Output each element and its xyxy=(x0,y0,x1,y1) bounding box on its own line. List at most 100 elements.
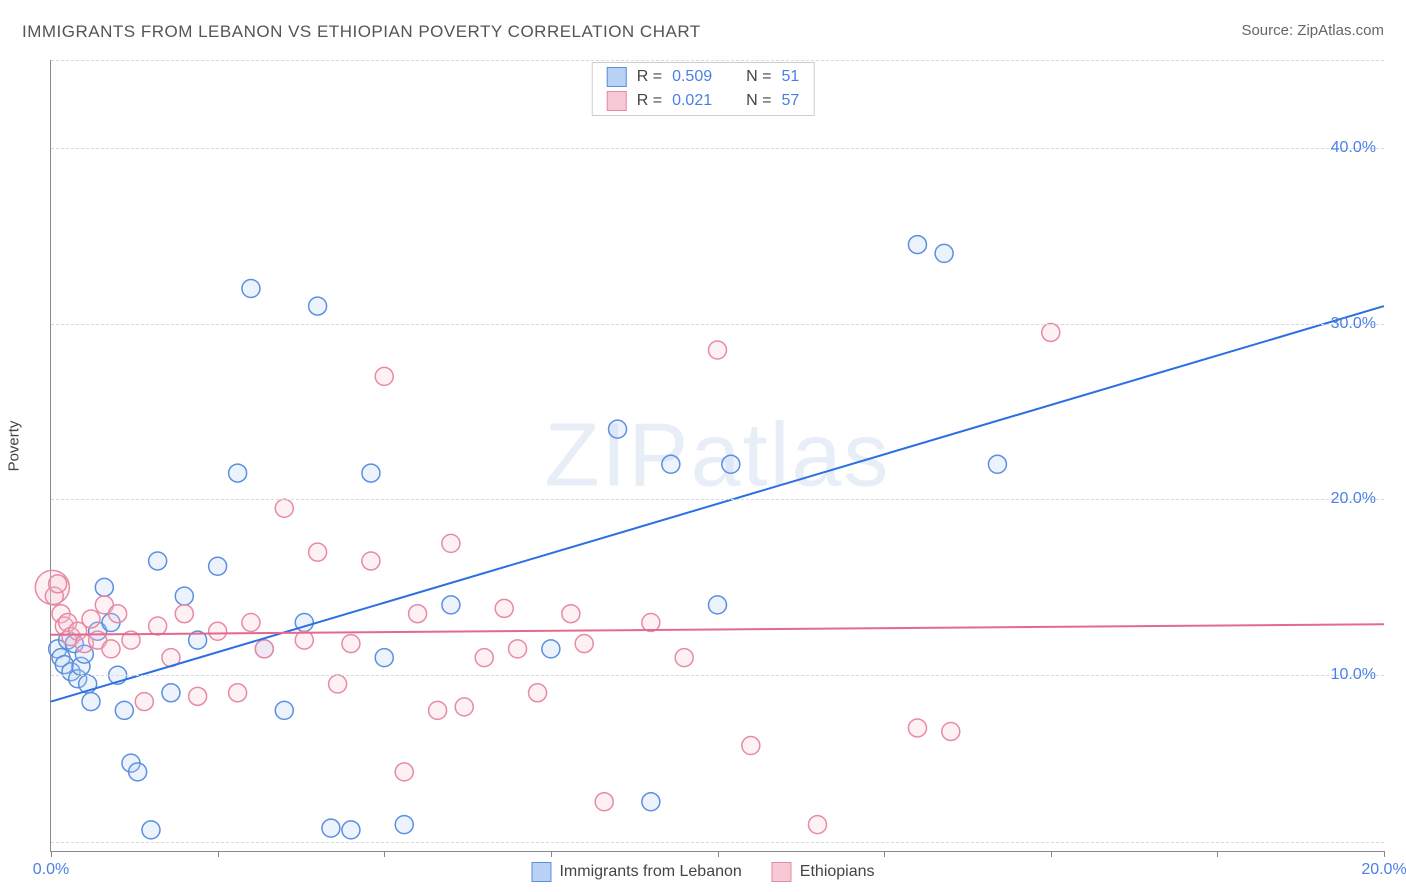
legend-n-value: 57 xyxy=(781,92,799,110)
legend-swatch xyxy=(772,862,792,882)
scatter-point xyxy=(642,613,660,631)
scatter-point xyxy=(362,552,380,570)
gridline xyxy=(51,499,1384,500)
scatter-point xyxy=(175,605,193,623)
trend-line xyxy=(51,306,1384,702)
scatter-point xyxy=(242,280,260,298)
legend-swatch xyxy=(531,862,551,882)
correlation-legend: R = 0.509N = 51R = 0.021N = 57 xyxy=(592,62,815,116)
scatter-point xyxy=(595,793,613,811)
legend-row: R = 0.509N = 51 xyxy=(593,65,814,89)
scatter-point xyxy=(102,640,120,658)
scatter-point xyxy=(722,455,740,473)
scatter-point xyxy=(529,684,547,702)
scatter-point xyxy=(642,793,660,811)
legend-label: Ethiopians xyxy=(800,863,875,881)
x-tick xyxy=(51,851,52,857)
y-tick-label: 10.0% xyxy=(1331,666,1376,684)
scatter-point xyxy=(135,693,153,711)
scatter-point xyxy=(988,455,1006,473)
scatter-point xyxy=(575,635,593,653)
scatter-point xyxy=(362,464,380,482)
scatter-point xyxy=(109,605,127,623)
scatter-point xyxy=(342,635,360,653)
chart-title: IMMIGRANTS FROM LEBANON VS ETHIOPIAN POV… xyxy=(22,22,701,42)
y-tick-label: 30.0% xyxy=(1331,315,1376,333)
series-legend: Immigrants from Lebanon Ethiopians xyxy=(531,862,874,882)
source-attribution: Source: ZipAtlas.com xyxy=(1241,22,1384,39)
scatter-point xyxy=(942,722,960,740)
scatter-point xyxy=(509,640,527,658)
legend-n-value: 51 xyxy=(781,68,799,86)
scatter-point xyxy=(542,640,560,658)
legend-label: Immigrants from Lebanon xyxy=(559,863,741,881)
scatter-point xyxy=(455,698,473,716)
scatter-point xyxy=(908,236,926,254)
scatter-point xyxy=(149,552,167,570)
scatter-point xyxy=(429,701,447,719)
gridline xyxy=(51,60,1384,61)
legend-item: Immigrants from Lebanon xyxy=(531,862,741,882)
plot-area: ZIPatlas 10.0%20.0%30.0%40.0%0.0%20.0% xyxy=(50,60,1384,852)
scatter-point xyxy=(209,557,227,575)
legend-row: R = 0.021N = 57 xyxy=(593,89,814,113)
scatter-point xyxy=(495,599,513,617)
scatter-point xyxy=(82,610,100,628)
legend-r-value: 0.509 xyxy=(672,68,712,86)
scatter-point xyxy=(209,622,227,640)
scatter-point xyxy=(322,819,340,837)
scatter-point xyxy=(675,649,693,667)
scatter-point xyxy=(242,613,260,631)
y-tick-label: 40.0% xyxy=(1331,139,1376,157)
scatter-point xyxy=(49,575,67,593)
scatter-point xyxy=(275,499,293,517)
x-tick xyxy=(718,851,719,857)
scatter-point xyxy=(935,244,953,262)
legend-swatch xyxy=(607,91,627,111)
scatter-point xyxy=(342,821,360,839)
legend-swatch xyxy=(607,67,627,87)
scatter-point xyxy=(229,684,247,702)
scatter-point xyxy=(309,297,327,315)
y-axis-label: Poverty xyxy=(6,421,23,472)
scatter-point xyxy=(709,341,727,359)
scatter-point xyxy=(82,693,100,711)
x-tick xyxy=(1217,851,1218,857)
scatter-point xyxy=(189,687,207,705)
scatter-point xyxy=(395,816,413,834)
y-tick-label: 20.0% xyxy=(1331,490,1376,508)
gridline xyxy=(51,675,1384,676)
scatter-point xyxy=(255,640,273,658)
scatter-point xyxy=(562,605,580,623)
scatter-point xyxy=(409,605,427,623)
scatter-point xyxy=(908,719,926,737)
scatter-point xyxy=(1042,323,1060,341)
gridline xyxy=(51,148,1384,149)
scatter-point xyxy=(115,701,133,719)
legend-item: Ethiopians xyxy=(772,862,875,882)
x-tick xyxy=(1051,851,1052,857)
scatter-point xyxy=(375,649,393,667)
scatter-point xyxy=(175,587,193,605)
scatter-point xyxy=(395,763,413,781)
scatter-point xyxy=(129,763,147,781)
scatter-point xyxy=(162,684,180,702)
scatter-point xyxy=(329,675,347,693)
x-tick xyxy=(551,851,552,857)
gridline xyxy=(51,324,1384,325)
scatter-point xyxy=(229,464,247,482)
legend-r-value: 0.021 xyxy=(672,92,712,110)
scatter-point xyxy=(742,737,760,755)
x-tick-label: 0.0% xyxy=(33,861,69,879)
scatter-point xyxy=(475,649,493,667)
scatter-point xyxy=(95,578,113,596)
gridline xyxy=(51,842,1384,843)
scatter-point xyxy=(142,821,160,839)
scatter-point xyxy=(375,367,393,385)
scatter-point xyxy=(808,816,826,834)
scatter-point xyxy=(662,455,680,473)
scatter-point xyxy=(149,617,167,635)
x-tick xyxy=(384,851,385,857)
scatter-point xyxy=(275,701,293,719)
x-tick xyxy=(218,851,219,857)
